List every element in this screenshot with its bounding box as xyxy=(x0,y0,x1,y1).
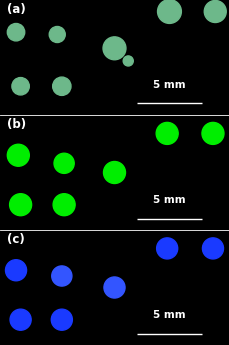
Ellipse shape xyxy=(52,266,72,286)
Ellipse shape xyxy=(10,309,31,330)
Ellipse shape xyxy=(204,0,226,22)
Text: (b): (b) xyxy=(7,118,26,131)
Ellipse shape xyxy=(5,260,27,281)
Ellipse shape xyxy=(157,238,178,259)
Ellipse shape xyxy=(123,56,133,66)
Ellipse shape xyxy=(7,144,29,166)
Ellipse shape xyxy=(158,0,181,23)
Text: (c): (c) xyxy=(7,234,25,246)
Text: 5 mm: 5 mm xyxy=(153,310,186,320)
Ellipse shape xyxy=(202,238,224,259)
Text: (a): (a) xyxy=(7,3,26,17)
Ellipse shape xyxy=(53,194,75,216)
Ellipse shape xyxy=(104,161,125,184)
Ellipse shape xyxy=(54,153,74,174)
Text: 5 mm: 5 mm xyxy=(153,80,186,90)
Ellipse shape xyxy=(53,77,71,96)
Ellipse shape xyxy=(12,78,29,95)
Ellipse shape xyxy=(7,23,25,41)
Ellipse shape xyxy=(104,277,125,298)
Ellipse shape xyxy=(10,194,32,216)
Ellipse shape xyxy=(202,122,224,145)
Ellipse shape xyxy=(156,122,178,145)
Ellipse shape xyxy=(51,309,72,330)
Ellipse shape xyxy=(103,37,126,60)
Ellipse shape xyxy=(49,27,65,42)
Text: 5 mm: 5 mm xyxy=(153,195,186,205)
